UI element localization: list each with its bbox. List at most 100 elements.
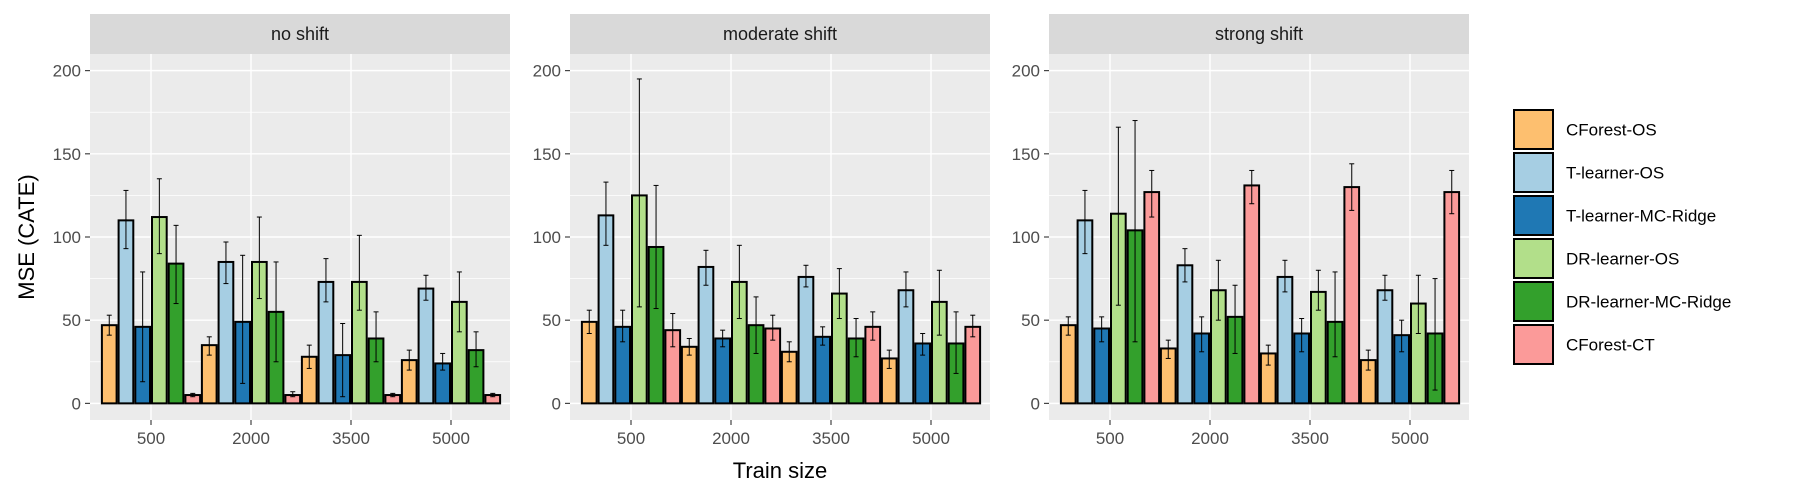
error-bar <box>390 392 396 398</box>
error-bar <box>140 271 146 383</box>
error-bar <box>1282 259 1288 293</box>
legend-key <box>1513 281 1554 322</box>
error-bar <box>803 264 809 288</box>
error-bar <box>490 392 496 398</box>
error-bar <box>456 271 462 333</box>
error-bar <box>1382 274 1388 301</box>
error-bar <box>1399 319 1405 353</box>
legend-label: DR-learner-OS <box>1566 250 1679 269</box>
y-tick-label: 0 <box>1031 394 1040 413</box>
error-bar <box>953 311 959 374</box>
bar-t-learner-os <box>797 275 815 405</box>
legend-item: CForest-CT <box>1513 324 1655 365</box>
error-bar <box>1249 169 1255 205</box>
y-tick-label: 150 <box>53 145 81 164</box>
error-bar <box>123 189 129 250</box>
bar-t-learner-os <box>417 287 435 405</box>
panel-title: strong shift <box>1215 24 1303 44</box>
error-bar <box>770 314 776 341</box>
error-bar <box>1099 316 1105 343</box>
error-bar <box>870 311 876 341</box>
error-bar <box>1315 269 1321 311</box>
legend-item: DR-learner-MC-Ridge <box>1513 281 1731 322</box>
error-bar <box>306 344 312 369</box>
error-bar <box>223 241 229 285</box>
x-tick-label: 3500 <box>812 429 850 448</box>
error-bar <box>1132 120 1138 343</box>
bar-t-learner-os <box>1176 264 1194 405</box>
legend-label: CForest-OS <box>1566 121 1657 140</box>
panel-title: no shift <box>271 24 329 44</box>
bar-cforest-ct <box>1443 191 1461 405</box>
error-bar <box>1265 344 1271 366</box>
y-tick-label: 200 <box>53 62 81 81</box>
y-tick-label: 0 <box>72 394 81 413</box>
error-bar <box>1232 284 1238 354</box>
error-bar <box>1165 339 1171 359</box>
error-bar <box>190 392 196 398</box>
y-tick-label: 100 <box>53 228 81 247</box>
error-bar <box>686 337 692 356</box>
x-tick-label: 2000 <box>1191 429 1229 448</box>
y-tick-label: 100 <box>1012 228 1040 247</box>
bar-t-learner-os <box>1376 289 1394 405</box>
y-tick-label: 100 <box>533 228 561 247</box>
error-bar <box>703 249 709 286</box>
panel-title: moderate shift <box>723 24 837 44</box>
error-bar <box>936 269 942 336</box>
error-bar <box>356 234 362 311</box>
error-bar <box>173 224 179 305</box>
legend-item: T-learner-OS <box>1513 152 1664 193</box>
x-axis-title: Train size <box>733 458 828 483</box>
error-bar <box>736 244 742 320</box>
x-tick-label: 5000 <box>912 429 950 448</box>
error-bar <box>273 261 279 363</box>
panel-strip <box>570 14 990 54</box>
error-bar <box>636 78 642 308</box>
y-tick-label: 0 <box>552 394 561 413</box>
y-tick-label: 150 <box>1012 145 1040 164</box>
y-tick-label: 150 <box>533 145 561 164</box>
y-axis-title: MSE (CATE) <box>14 174 39 299</box>
error-bar <box>1082 189 1088 255</box>
bar-cforest-ct <box>1343 186 1361 405</box>
panel-strong-shift: strong shift 500 2000 3500 5000 0 50 100 150 200 <box>1012 14 1469 448</box>
x-tick-label: 500 <box>1096 429 1124 448</box>
error-bar <box>853 318 859 358</box>
x-tick-label: 5000 <box>432 429 470 448</box>
error-bar <box>340 323 346 398</box>
y-tick-label: 50 <box>542 311 561 330</box>
error-bar <box>1349 163 1355 211</box>
x-tick-label: 3500 <box>332 429 370 448</box>
panel-strip <box>90 14 510 54</box>
error-bar <box>653 184 659 310</box>
error-bar <box>836 268 842 320</box>
error-bar <box>820 326 826 346</box>
y-tick-label: 50 <box>62 311 81 330</box>
legend-key <box>1513 152 1554 193</box>
error-bar <box>106 314 112 336</box>
legend-label: CForest-CT <box>1566 336 1655 355</box>
bar-cforest-ct <box>1243 184 1261 405</box>
legend-key <box>1513 109 1554 150</box>
error-bar <box>373 311 379 363</box>
error-bar <box>620 309 626 343</box>
legend-item: CForest-OS <box>1513 109 1657 150</box>
error-bar <box>473 331 479 368</box>
error-bar <box>1365 349 1371 371</box>
legend-label: T-learner-OS <box>1566 164 1664 183</box>
panel-strip <box>1049 14 1469 54</box>
error-bar <box>423 274 429 301</box>
error-bar <box>586 309 592 334</box>
error-bar <box>1182 248 1188 283</box>
x-tick-label: 2000 <box>712 429 750 448</box>
legend-item: DR-learner-OS <box>1513 238 1679 279</box>
panel-no-shift: no shift 500 2000 3500 5000 0 50 100 150 200 <box>53 14 510 448</box>
error-bar <box>1149 169 1155 218</box>
legend: CForest-OS T-learner-OS T-learner-MC-Ridge… <box>1513 109 1731 365</box>
error-bar <box>256 216 262 300</box>
error-bar <box>1215 259 1221 321</box>
bar-cforest-os <box>580 320 598 405</box>
error-bar <box>1065 316 1071 336</box>
x-tick-label: 500 <box>617 429 645 448</box>
